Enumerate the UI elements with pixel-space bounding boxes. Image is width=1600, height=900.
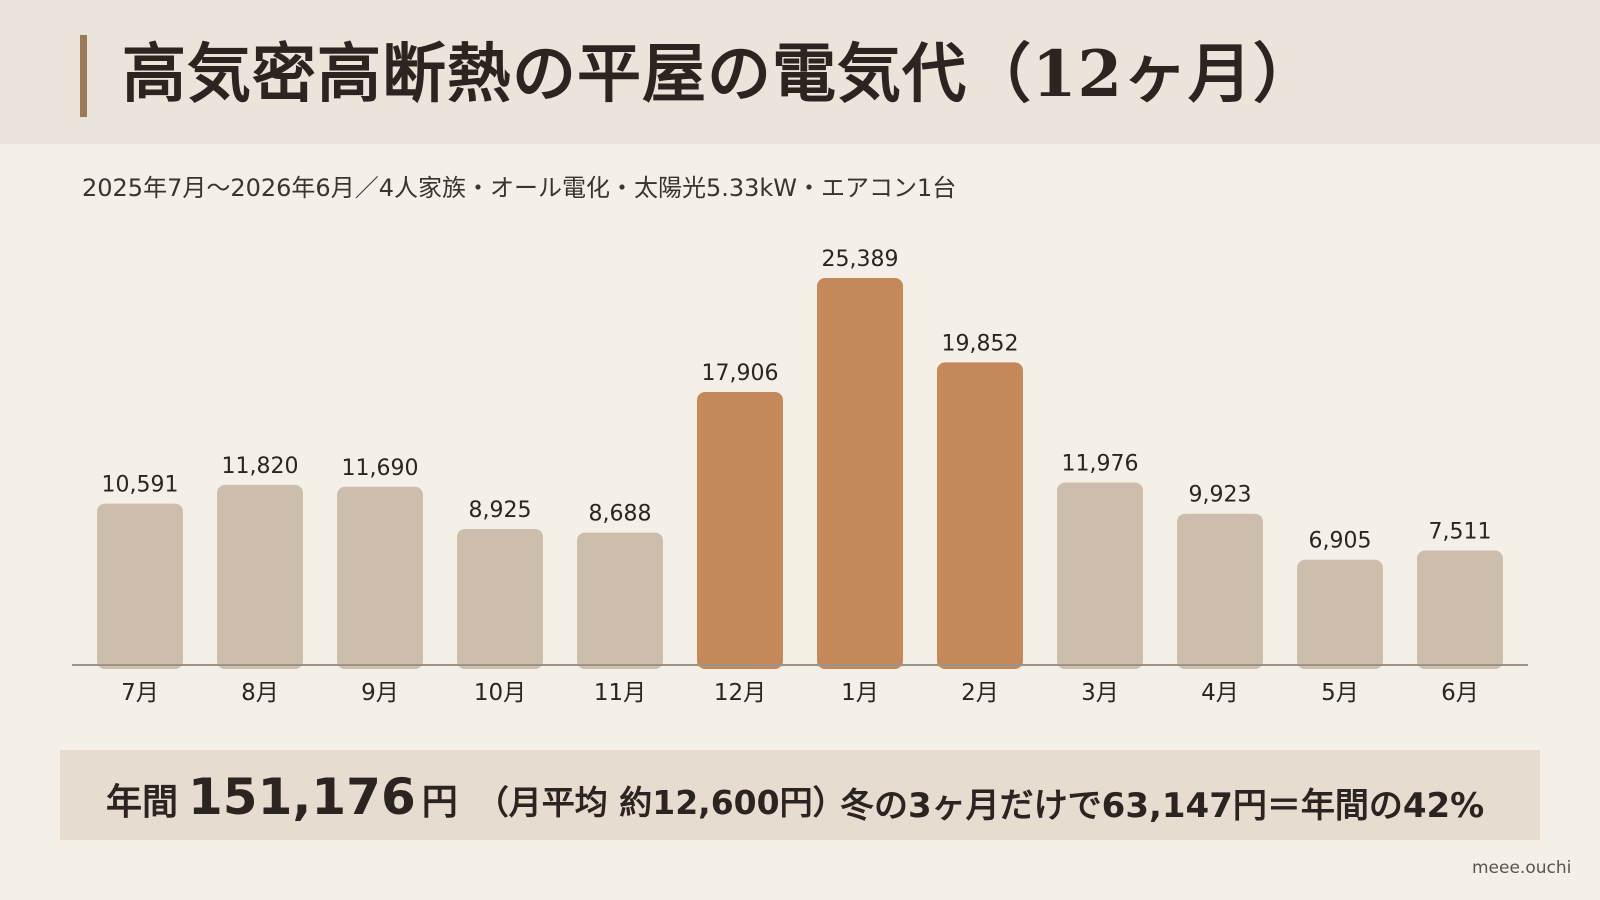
bar-2月 (937, 362, 1023, 669)
value-label-10月: 8,925 (469, 498, 532, 523)
winter-note: 冬の3ヶ月だけで63,147円＝年間の42% (840, 786, 1485, 826)
value-label-11月: 8,688 (589, 502, 652, 527)
value-label-6月: 7,511 (1429, 520, 1492, 545)
value-label-5月: 6,905 (1309, 529, 1372, 554)
header-band (0, 0, 1600, 144)
bar-10月 (457, 528, 543, 669)
bar-6月 (1417, 550, 1503, 669)
x-tick-label-2月: 2月 (961, 680, 999, 706)
bar-1月 (817, 278, 903, 669)
value-label-4月: 9,923 (1189, 483, 1252, 508)
bar-12月 (697, 392, 783, 669)
x-tick-label-8月: 8月 (241, 680, 279, 706)
value-label-3月: 11,976 (1062, 451, 1139, 476)
bar-3月 (1057, 482, 1143, 669)
annual-amount: 151,176 (188, 768, 416, 826)
title-accent-bar (80, 35, 87, 117)
x-tick-label-5月: 5月 (1321, 680, 1359, 706)
value-label-2月: 19,852 (942, 331, 1019, 356)
page-subtitle: 2025年7月～2026年6月／4人家族・オール電化・太陽光5.33kW・エアコ… (82, 174, 957, 202)
bar-5月 (1297, 559, 1383, 669)
credit-text: meee.ouchi (1472, 858, 1572, 878)
bar-8月 (217, 484, 303, 669)
bar-9月 (337, 486, 423, 669)
value-label-12月: 17,906 (702, 361, 779, 386)
x-tick-label-9月: 9月 (361, 680, 399, 706)
x-tick-label-4月: 4月 (1201, 680, 1239, 706)
annual-unit: 円 (421, 782, 458, 823)
summary-band (60, 750, 1540, 840)
x-tick-label-10月: 10月 (474, 680, 526, 706)
x-tick-label-1月: 1月 (841, 680, 879, 706)
value-label-7月: 10,591 (102, 473, 179, 498)
bar-7月 (97, 503, 183, 669)
bar-11月 (577, 532, 663, 669)
value-label-8月: 11,820 (222, 454, 299, 479)
bar-chart: 10,591 7月 11,820 8月 11,690 9月 8,925 10月 8,688 11月… (72, 247, 1528, 706)
value-label-1月: 25,389 (822, 247, 899, 272)
x-tick-label-12月: 12月 (714, 680, 766, 706)
bar-4月 (1177, 513, 1263, 669)
annual-summary: 年間 151,176 円 （月平均 約12,600円） (106, 768, 846, 826)
annual-label: 年間 (106, 782, 179, 823)
x-tick-label-7月: 7月 (121, 680, 159, 706)
monthly-average: （月平均 約12,600円） (475, 783, 846, 822)
x-tick-label-6月: 6月 (1441, 680, 1479, 706)
value-label-9月: 11,690 (342, 456, 419, 481)
x-tick-label-3月: 3月 (1081, 680, 1119, 706)
page-title: 高気密高断熱の平屋の電気代（12ヶ月） (122, 37, 1319, 112)
x-tick-label-11月: 11月 (594, 680, 646, 706)
